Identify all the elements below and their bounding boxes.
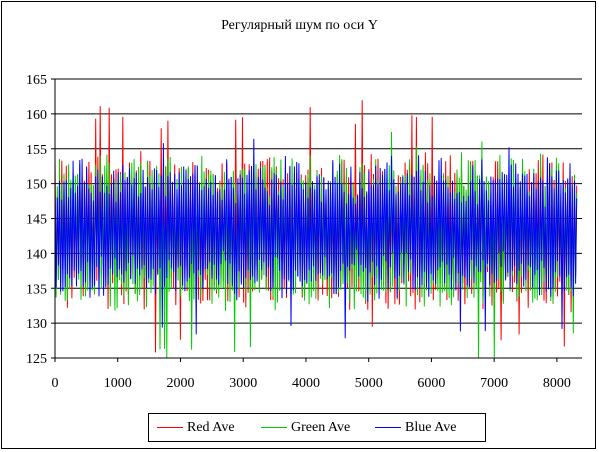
y-tick-label-130: 130 (26, 317, 47, 332)
y-tick-label-135: 135 (26, 282, 47, 297)
y-tick-label-140: 140 (26, 247, 47, 262)
x-tick-label-8000: 8000 (543, 376, 571, 391)
legend-label-blue: Blue Ave (405, 420, 457, 435)
y-tick-label-155: 155 (26, 143, 47, 158)
x-tick-label-2000: 2000 (166, 376, 194, 391)
legend-label-red: Red Ave (187, 420, 235, 435)
x-tick-label-7000: 7000 (480, 376, 508, 391)
x-tick-label-3000: 3000 (229, 376, 257, 391)
legend-entry-green: Green Ave (261, 420, 350, 436)
legend-label-green: Green Ave (291, 420, 351, 435)
chart-title: Регулярный шум по оси Y (221, 18, 378, 33)
series-line-green-ave (54, 131, 578, 359)
y-tick-label-150: 150 (26, 178, 47, 193)
legend: Red Ave Green Ave Blue Ave (148, 413, 486, 442)
legend-entry-blue: Blue Ave (375, 420, 456, 436)
y-tick-label-125: 125 (26, 352, 47, 367)
y-tick-label-165: 165 (26, 73, 47, 88)
x-tick-label-4000: 4000 (292, 376, 320, 391)
x-tick-label-6000: 6000 (417, 376, 445, 391)
legend-swatch-red (157, 427, 183, 429)
legend-swatch-blue (375, 427, 401, 429)
x-tick-label-0: 0 (52, 376, 59, 391)
series-line-blue-ave (54, 138, 578, 339)
y-tick-label-160: 160 (26, 108, 47, 123)
y-tick-label-145: 145 (26, 213, 47, 228)
x-tick-label-1000: 1000 (104, 376, 132, 391)
x-tick-label-5000: 5000 (355, 376, 383, 391)
legend-swatch-green (261, 427, 287, 429)
legend-entry-red: Red Ave (157, 420, 235, 436)
